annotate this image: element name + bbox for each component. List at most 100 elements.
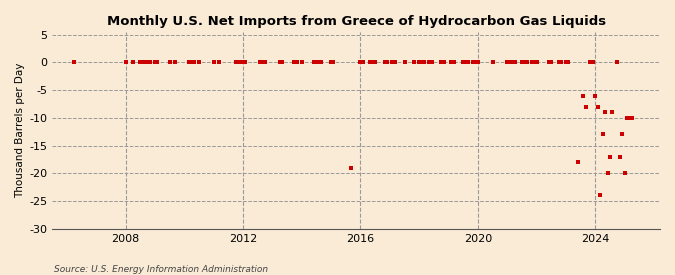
Point (277, 60, 288, 65)
Point (602, 171, 613, 175)
Point (487, 60, 498, 65)
Point (120, 60, 131, 65)
Point (150, 60, 161, 65)
Point (622, 116, 632, 120)
Point (563, 60, 574, 65)
Point (238, 60, 248, 65)
Point (578, 94, 589, 98)
Point (296, 60, 307, 65)
Point (240, 60, 251, 65)
Point (144, 60, 155, 65)
Point (590, 94, 601, 98)
Point (230, 60, 241, 65)
Point (423, 60, 434, 65)
Point (626, 116, 637, 120)
Point (355, 60, 366, 65)
Point (585, 60, 596, 65)
Point (526, 60, 537, 65)
Point (274, 60, 285, 65)
Point (367, 60, 378, 65)
Point (556, 60, 566, 65)
Point (529, 60, 540, 65)
Point (209, 60, 219, 65)
Point (504, 60, 515, 65)
Point (580, 104, 591, 109)
Point (346, 166, 356, 170)
Point (416, 60, 427, 65)
Point (554, 60, 564, 65)
Point (364, 60, 375, 65)
Point (326, 60, 337, 65)
Point (414, 60, 425, 65)
Point (169, 60, 180, 65)
Point (311, 60, 322, 65)
Point (254, 60, 265, 65)
Point (509, 60, 520, 65)
Point (507, 60, 518, 65)
Point (463, 60, 474, 65)
Point (289, 60, 300, 65)
Point (184, 60, 194, 65)
Point (370, 60, 381, 65)
Point (624, 116, 635, 120)
Point (128, 60, 138, 65)
Point (519, 60, 530, 65)
Y-axis label: Thousand Barrels per Day: Thousand Barrels per Day (15, 63, 25, 198)
Point (426, 60, 437, 65)
Point (599, 110, 610, 114)
Point (135, 60, 146, 65)
Title: Monthly U.S. Net Imports from Greece of Hydrocarbon Gas Liquids: Monthly U.S. Net Imports from Greece of … (107, 15, 605, 28)
Point (460, 60, 471, 65)
Point (69, 60, 80, 65)
Point (387, 60, 398, 65)
Point (292, 60, 302, 65)
Point (620, 171, 630, 175)
Point (607, 110, 618, 114)
Point (418, 60, 429, 65)
Point (379, 60, 390, 65)
Point (316, 60, 327, 65)
Point (142, 60, 153, 65)
Point (546, 60, 557, 65)
Text: Source: U.S. Energy Information Administration: Source: U.S. Energy Information Administ… (54, 265, 268, 274)
Point (188, 60, 199, 65)
Point (595, 193, 605, 198)
Point (458, 60, 468, 65)
Point (446, 60, 456, 65)
Point (389, 60, 400, 65)
Point (597, 132, 608, 137)
Point (260, 60, 271, 65)
Point (308, 60, 319, 65)
Point (588, 60, 599, 65)
Point (593, 104, 603, 109)
Point (543, 60, 554, 65)
Point (468, 60, 479, 65)
Point (531, 60, 542, 65)
Point (470, 60, 481, 65)
Point (438, 60, 449, 65)
Point (605, 154, 616, 159)
Point (164, 60, 175, 65)
Point (313, 60, 324, 65)
Point (233, 60, 244, 65)
Point (213, 60, 224, 65)
Point (617, 132, 628, 137)
Point (257, 60, 268, 65)
Point (448, 60, 459, 65)
Point (328, 60, 339, 65)
Point (516, 60, 527, 65)
Point (561, 60, 572, 65)
Point (436, 60, 447, 65)
Point (358, 60, 369, 65)
Point (399, 60, 410, 65)
Point (137, 60, 148, 65)
Point (140, 60, 151, 65)
Point (236, 60, 246, 65)
Point (502, 60, 513, 65)
Point (612, 60, 623, 65)
Point (382, 60, 393, 65)
Point (194, 60, 205, 65)
Point (472, 60, 483, 65)
Point (152, 60, 163, 65)
Point (522, 60, 533, 65)
